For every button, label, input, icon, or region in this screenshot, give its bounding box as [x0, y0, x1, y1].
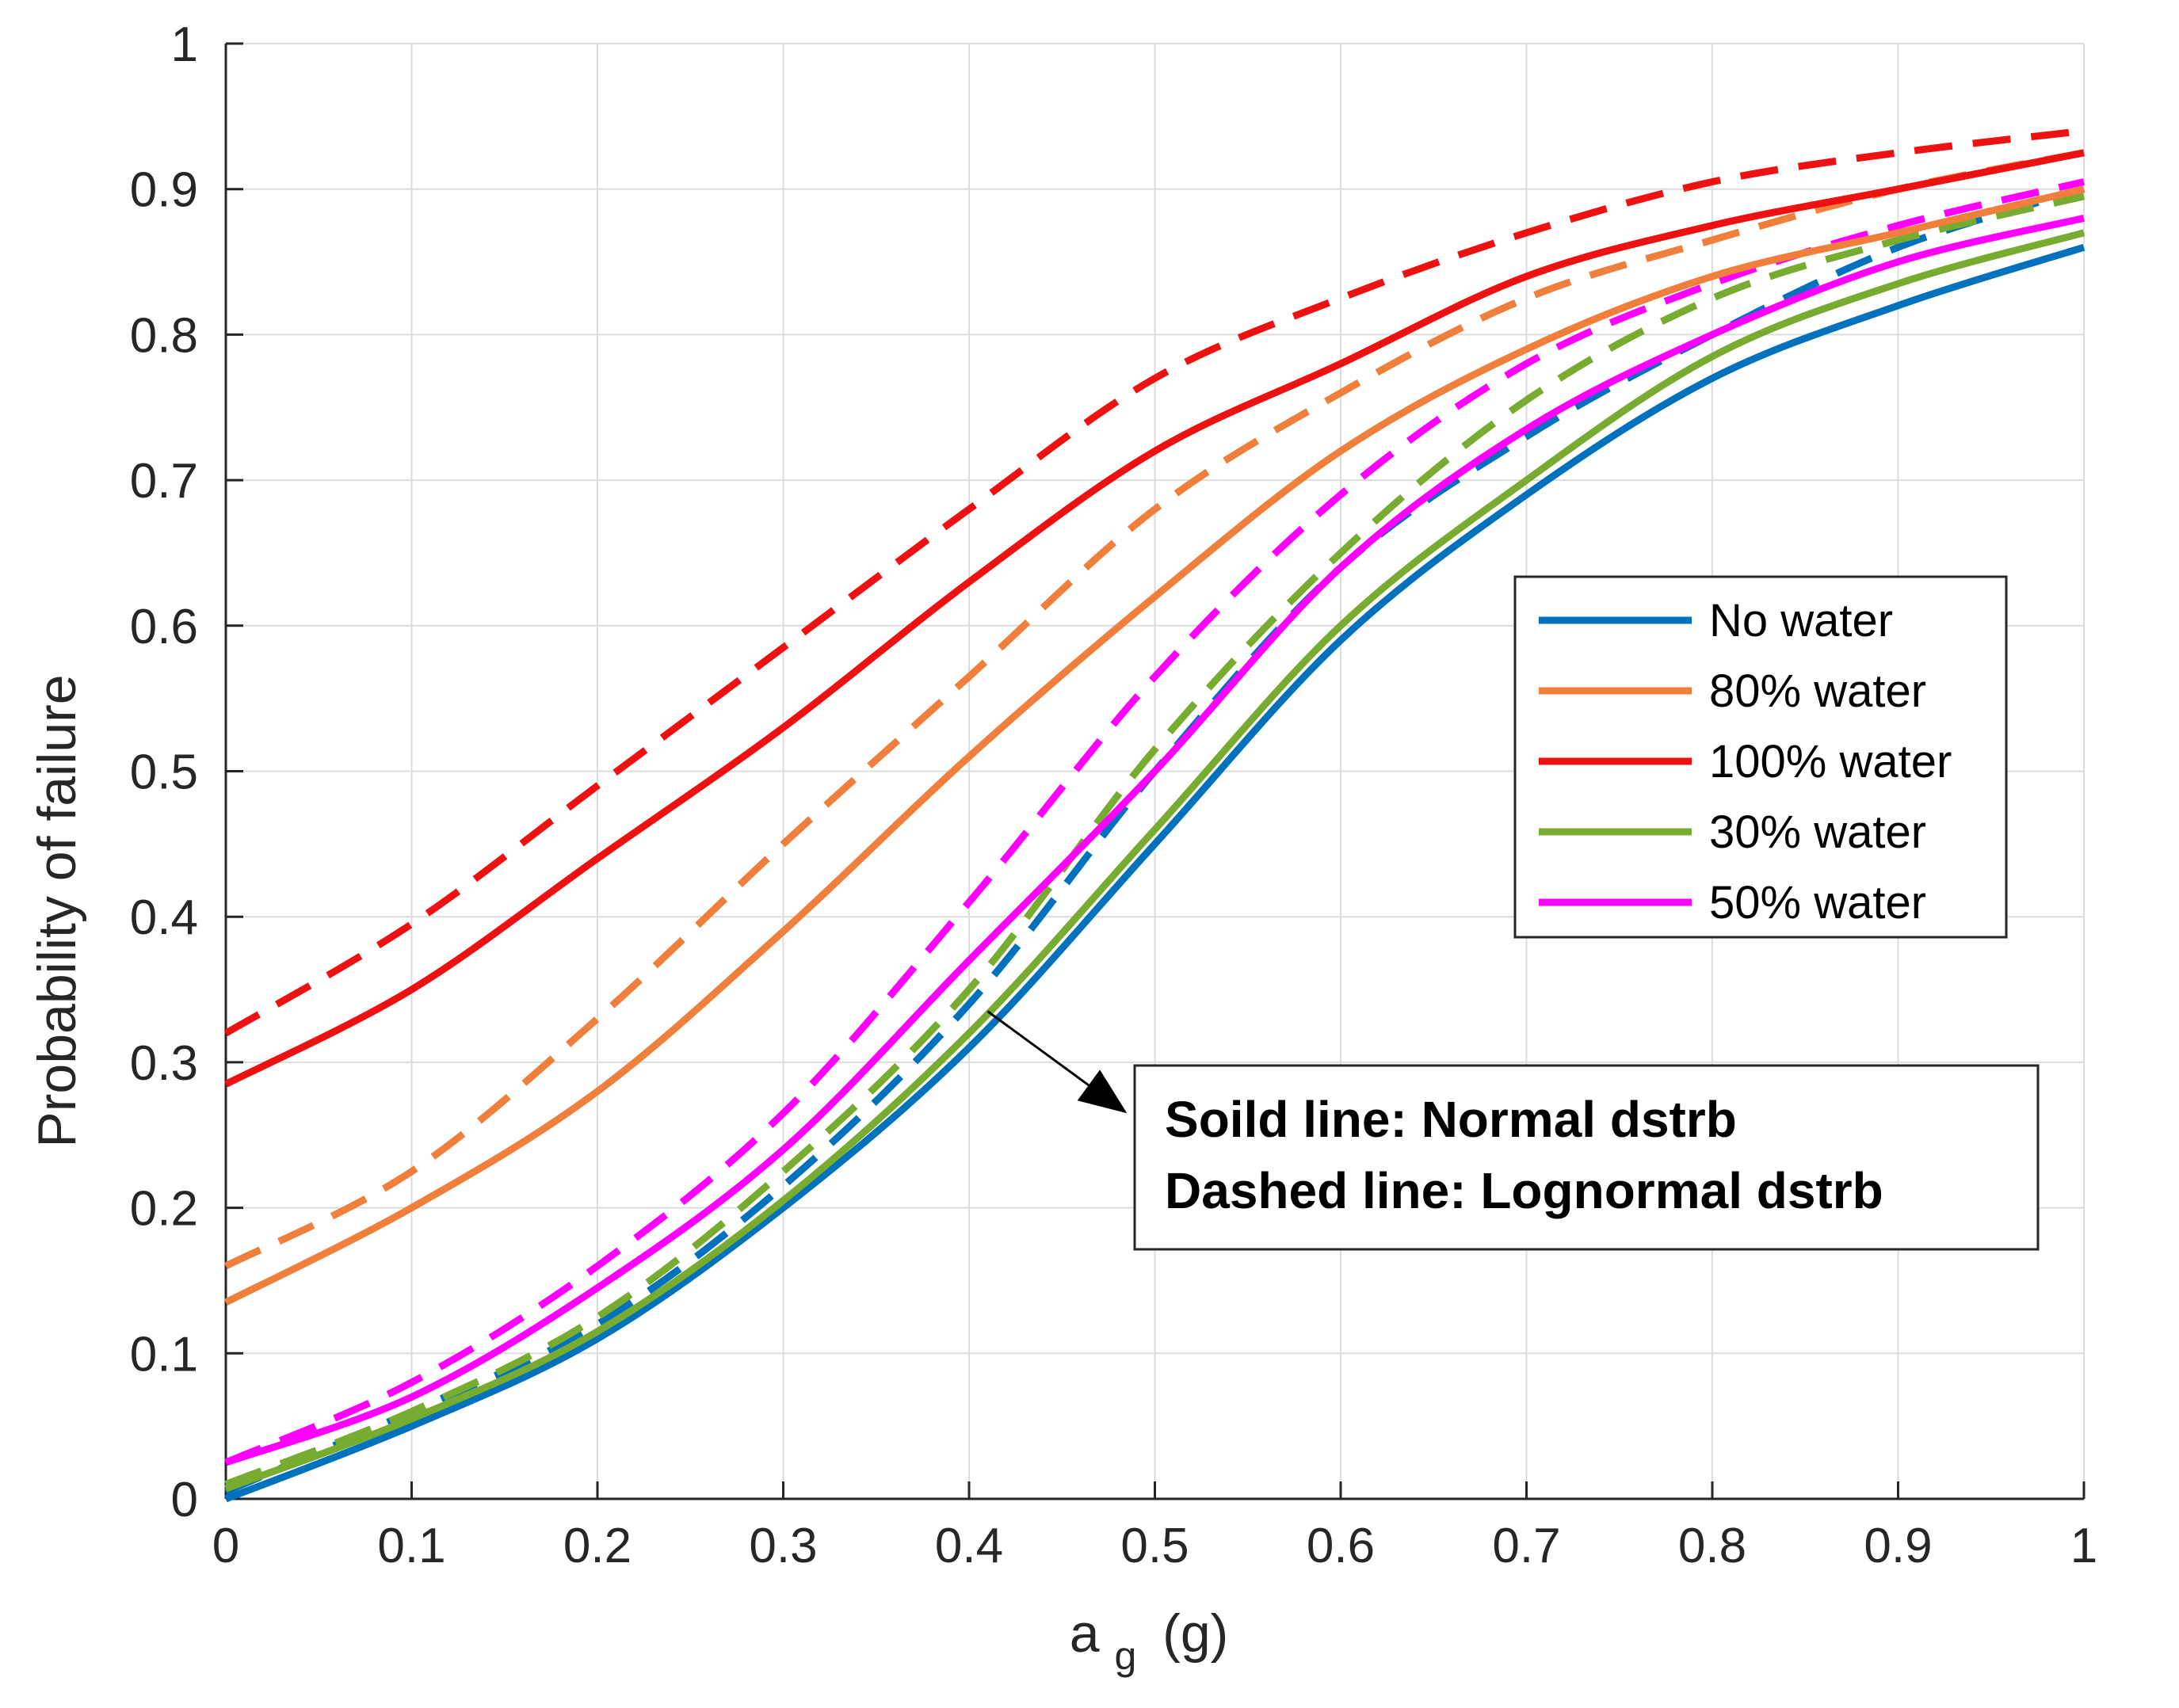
legend-label-100-water: 100% water [1709, 736, 1952, 787]
x-axis-label-sub: g [1114, 1634, 1136, 1678]
series-30-water-lognormal-dashed [224, 193, 2086, 1488]
x-tick-label-6: 0.6 [1307, 1519, 1375, 1573]
y-tick-label-0: 0 [171, 1473, 198, 1527]
legend-box [1513, 575, 2008, 939]
annotation-line-2: Dashed line: Lognormal dstrb [1165, 1162, 1883, 1219]
annotation-box [1133, 1064, 2040, 1251]
legend: No water 80% water 100% water 30% water 50% … [1513, 575, 2008, 939]
x-tick-label-7: 0.7 [1492, 1519, 1560, 1573]
y-axis-label: Probability of failure [27, 674, 87, 1147]
series-80-water-lognormal-dashed [223, 149, 2085, 1270]
x-tick-label-4: 0.4 [935, 1519, 1003, 1573]
x-tick-label-0: 0 [212, 1519, 239, 1573]
y-tick-label-6: 0.6 [130, 600, 198, 654]
y-tick-label-7: 0.7 [130, 454, 198, 509]
annotation-arrow-head [1077, 1069, 1128, 1114]
x-tick-label-9: 0.9 [1864, 1519, 1932, 1573]
x-tick-label-8: 0.8 [1678, 1519, 1746, 1573]
x-tick-label-1: 0.1 [377, 1519, 445, 1573]
y-tick-label-1: 0.1 [130, 1327, 198, 1382]
series-group [223, 127, 2086, 1503]
x-axis-label-main: a [1070, 1603, 1100, 1664]
x-tick-label-3: 0.3 [749, 1519, 817, 1573]
legend-label-no-water: No water [1709, 595, 1893, 646]
series-100-water-lognormal-dashed [223, 127, 2085, 1037]
annotation: Soild line: Normal dstrb Dashed line: Lo… [986, 1010, 2040, 1251]
x-axis-label-unit: (g) [1162, 1603, 1228, 1664]
tick-labels: 0 0.1 0.2 0.3 0.4 0.5 0.6 0.7 0.8 0.9 1 0 0.1 0.2 0.3 0… [130, 17, 2097, 1573]
legend-label-30-water: 30% water [1709, 806, 1926, 858]
annotation-line-1: Soild line: Normal dstrb [1165, 1091, 1737, 1148]
y-tick-label-10: 1 [171, 17, 198, 72]
y-tick-label-4: 0.4 [130, 890, 198, 945]
y-tick-label-8: 0.8 [130, 308, 198, 363]
series-100-water-solid [223, 149, 2085, 1088]
legend-label-50-water: 50% water [1709, 877, 1926, 928]
x-tick-label-2: 0.2 [563, 1519, 632, 1573]
x-tick-label-5: 0.5 [1120, 1519, 1189, 1573]
series-30-water-solid [224, 229, 2086, 1493]
x-tick-label-10: 1 [2070, 1519, 2097, 1573]
series-50-water-lognormal-dashed [224, 178, 2086, 1466]
y-tick-label-3: 0.3 [130, 1036, 198, 1091]
y-tick-label-9: 0.9 [130, 163, 198, 218]
legend-label-80-water: 80% water [1709, 665, 1926, 717]
series-80-water-solid [223, 185, 2086, 1306]
y-tick-label-5: 0.5 [130, 745, 198, 800]
x-axis-label: a g (g) [1070, 1603, 1229, 1681]
series-50-water-solid [224, 215, 2086, 1466]
series-no-water-solid [224, 243, 2086, 1503]
annotation-arrow-line [986, 1010, 1090, 1086]
y-tick-label-2: 0.2 [130, 1182, 198, 1237]
